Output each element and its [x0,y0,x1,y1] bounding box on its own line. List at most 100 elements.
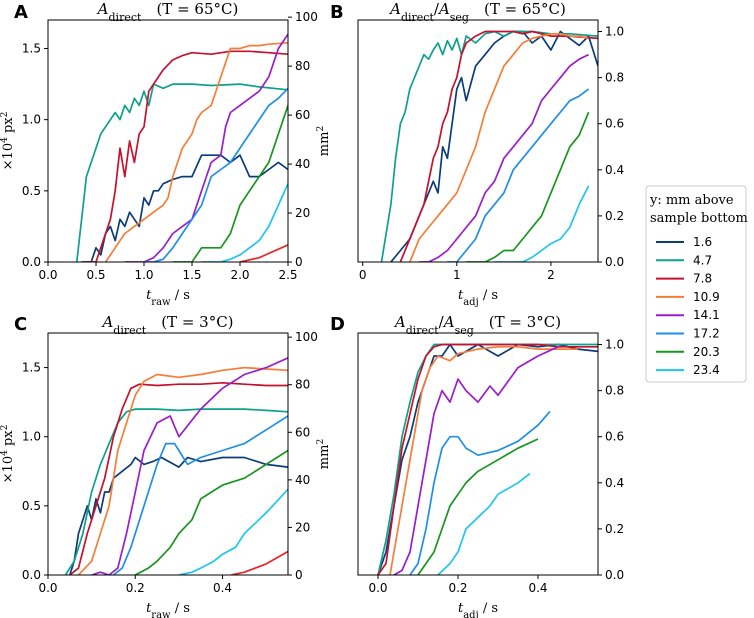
legend-label-4.7: 4.7 [693,253,712,267]
right-tick-label: 0 [295,568,303,582]
legend-label-1.6: 1.6 [693,235,712,249]
series-line-red_extra [239,244,288,262]
y-tick-label: 0.0 [22,255,41,269]
series-group [380,30,598,262]
plot-frame [47,19,289,263]
series-line-14.1 [419,53,589,262]
series-line-4.7 [377,343,598,575]
x-tick-label: 0.0 [38,268,57,282]
right-tick-label: 40 [295,157,310,171]
series-line-23.4 [178,488,288,575]
y-axis-label-right: mm2 [316,439,332,469]
series-line-14.1 [124,33,288,262]
plot-frame [357,19,599,263]
right-tick-label: 1.0 [605,25,624,39]
right-tick-label: 0.4 [605,476,624,490]
plot-frame [47,332,289,576]
legend-title-line1: y: mm above [649,193,734,208]
series-line-10.9 [77,366,288,575]
series-line-1.6 [390,30,598,262]
panel-title: Adirect (T = 65°C) [96,0,239,24]
right-tick-label: 20 [295,206,310,220]
right-tick-label: 40 [295,473,310,487]
right-tick-label: 0.8 [605,384,624,398]
series-line-23.4 [494,185,590,262]
y-tick-label: 1.0 [22,113,41,127]
panel-C: 0.0 0.2 0.4 0.0 0.5 1.0 1.5 0 20 40 60 80 100 traw / … [0,313,332,618]
series-line-17.2 [144,87,288,262]
right-tick-label: 0.2 [605,209,624,223]
series-line-1.6 [81,154,288,262]
series-line-10.9 [104,41,288,262]
panel-letter: D [330,314,345,335]
right-tick-label: 0.0 [605,568,624,582]
legend-label-7.8: 7.8 [693,272,712,286]
y-tick-label: 0.5 [22,499,41,513]
y-tick-label: 1.5 [22,41,41,55]
right-tick-label: 0 [295,255,303,269]
legend-label-10.9: 10.9 [693,290,720,304]
series-line-4.7 [380,30,598,262]
y-axis-label-left: ×104 px2 [0,425,16,484]
x-tick-label: 0 [359,268,367,282]
panels: 0.0 0.5 1.0 1.5 2.0 2.50.00.51.01.50204060801… [0,0,624,618]
series-group [64,357,288,575]
panel-D: 0.0 0.2 0.4 0.0 0.2 0.4 0.6 0.8 1.0 tadj / s Adire… [330,313,624,618]
panel-title: Adirect (T = 3°C) [100,313,233,337]
x-tick-label: 2.5 [278,268,297,282]
series-line-17.2 [112,415,288,575]
x-axis-label: tadj / s [458,288,498,308]
x-tick-label: 0.5 [86,268,105,282]
right-tick-label: 0.6 [605,117,624,131]
right-tick-label: 20 [295,520,310,534]
right-tick-label: 80 [295,59,310,73]
legend-label-23.4: 23.4 [693,363,720,377]
x-axis-label: traw / s [146,288,190,308]
series-line-7.8 [69,381,288,575]
x-tick-label: 1.5 [182,268,201,282]
series-line-4.7 [75,83,288,262]
x-tick-label: 2.0 [230,268,249,282]
panel-title: Adirect/Aseg (T = 65°C) [388,0,566,24]
series-line-20.3 [134,449,288,575]
right-tick-label: 60 [295,425,310,439]
panel-letter: A [14,2,28,23]
series-line-10.9 [409,32,589,262]
legend: y: mm above sample bottom 1.6 4.7 7.8 10.9 14.… [645,185,748,383]
series-line-7.8 [377,343,598,575]
series-line-red_extra [231,550,288,575]
y-tick-label: 1.0 [22,430,41,444]
right-tick-label: 0.0 [605,255,624,269]
panel-B: 0 1 2 0.0 0.2 0.4 0.6 0.8 1.0 tadj / s Adirect/Ase… [330,0,624,308]
right-tick-label: 80 [295,378,310,392]
x-tick-label: 0.4 [528,581,547,595]
series-line-23.4 [201,183,288,262]
right-tick-label: 0.6 [605,430,624,444]
panel-letter: B [330,2,344,23]
x-tick-label: 0.4 [213,581,232,595]
series-group [377,343,598,575]
legend-label-20.3: 20.3 [693,345,720,359]
y-tick-label: 0.5 [22,184,41,198]
panel-A: 0.0 0.5 1.0 1.5 2.0 2.5 0.0 0.5 1.0 1.5 0 20 40 60 80 1… [0,0,332,308]
x-tick-label: 0.2 [448,581,467,595]
right-tick-label: 0.8 [605,71,624,85]
right-tick-label: 0.2 [605,522,624,536]
series-line-4.7 [64,408,288,575]
x-tick-label: 0.2 [126,581,145,595]
series-line-20.3 [172,105,288,262]
series-line-20.3 [417,438,539,575]
series-group [75,33,288,262]
legend-title-line2: sample bottom [650,211,748,226]
plot-frame [357,332,599,576]
series-line-1.6 [377,343,598,575]
x-tick-label: 1.0 [134,268,153,282]
x-tick-label: 2 [547,268,555,282]
y-axis-label-left: ×104 px2 [0,112,16,171]
panel-letter: C [14,314,27,335]
x-axis-label: tadj / s [458,601,498,618]
right-tick-label: 1.0 [605,338,624,352]
right-tick-label: 60 [295,108,310,122]
series-line-10.9 [389,345,578,575]
